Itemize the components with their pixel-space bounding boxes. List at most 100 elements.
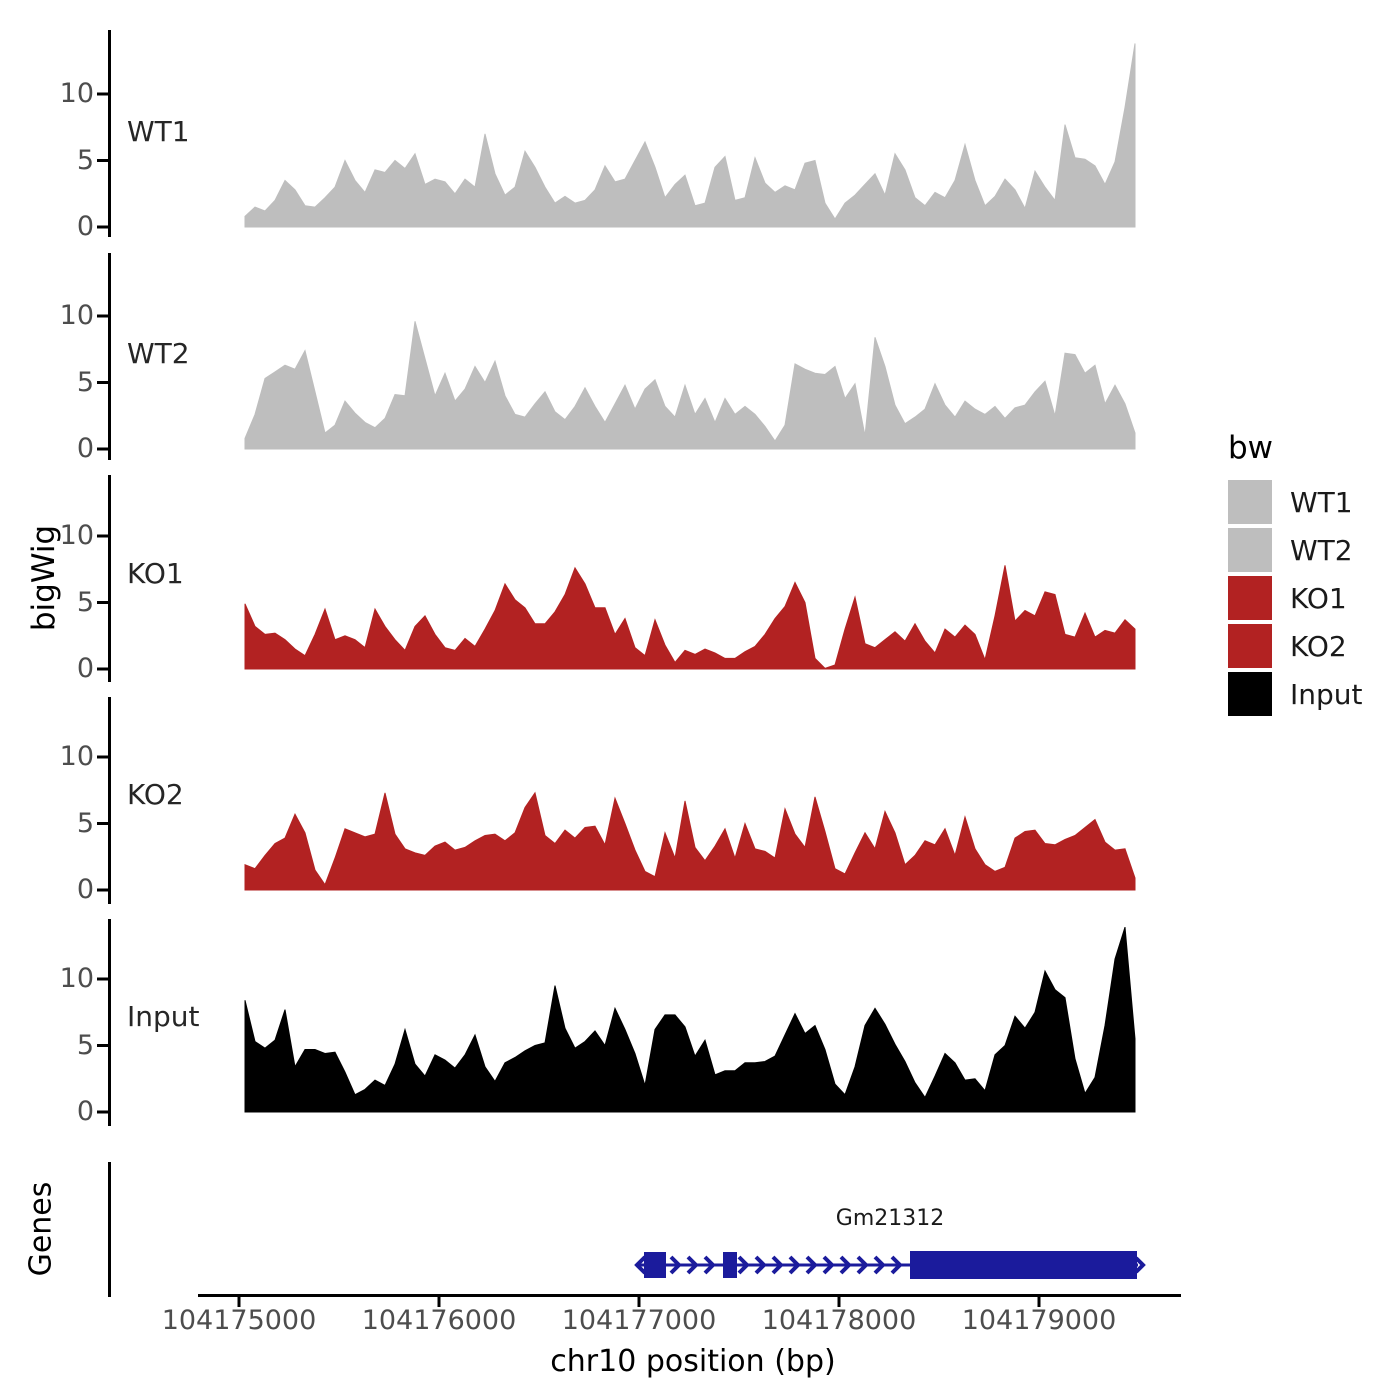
x-tick [437, 1297, 441, 1307]
y-tick-label-input-10: 10 [59, 963, 94, 994]
y-axis-line-input [108, 919, 111, 1126]
y-tick-label-wt2-10: 10 [59, 300, 94, 331]
y-tick [97, 977, 108, 981]
legend-entry-ko2: KO2 [1228, 624, 1363, 668]
legend-entries: WT1 WT2 KO1 KO2 Input [1228, 480, 1363, 716]
y-tick-label-ko1-5: 5 [76, 586, 94, 618]
track-label-input: Input [127, 1000, 200, 1034]
y-tick-label-wt1-5: 5 [76, 144, 94, 176]
gene-right-arrow-icon [1134, 1256, 1146, 1274]
gene-strand-chevron-icon [839, 1255, 852, 1275]
y-tick [97, 1044, 108, 1047]
legend-label-input: Input [1290, 677, 1363, 711]
y-tick [97, 667, 108, 671]
gene-strand-chevron-icon [873, 1255, 886, 1275]
legend: bw WT1 WT2 KO1 KO2 Input [1228, 430, 1363, 720]
legend-label-ko1: KO1 [1290, 581, 1347, 615]
y-axis-line-ko2 [108, 697, 111, 904]
gene-strand-chevron-icon [805, 1255, 818, 1275]
y-axis-line-wt2 [108, 253, 111, 460]
y-tick [97, 888, 108, 892]
y-tick [97, 314, 108, 318]
gene-strand-chevron-icon [686, 1255, 699, 1275]
legend-entry-wt2: WT2 [1228, 528, 1363, 572]
wt1-coverage-area [244, 43, 1136, 228]
legend-swatch-ko2 [1228, 624, 1272, 668]
y-axis-line-ko1 [108, 475, 111, 682]
y-tick-label-wt1-0: 0 [76, 211, 94, 242]
y-tick-label-wt2-5: 5 [76, 366, 94, 398]
y-axis-line-genes [108, 1162, 111, 1297]
x-tick [637, 1297, 641, 1307]
gene-strand-chevron-icon [890, 1255, 903, 1275]
x-tick-label-104178000: 104178000 [761, 1305, 917, 1336]
legend-entry-input: Input [1228, 672, 1363, 716]
y-tick-label-wt2-0: 0 [76, 433, 94, 464]
x-tick [837, 1297, 841, 1307]
y-tick-label-ko2-0: 0 [76, 874, 94, 905]
y-tick [97, 534, 108, 538]
y-tick [97, 447, 108, 451]
y-tick-label-wt1-10: 10 [59, 78, 94, 109]
y-tick [97, 601, 108, 604]
x-tick-label-104179000: 104179000 [961, 1305, 1117, 1336]
y-tick-label-ko1-0: 0 [76, 653, 94, 684]
gene-exon-box-1 [644, 1252, 666, 1278]
x-tick [1037, 1297, 1041, 1307]
ko2-coverage-area [244, 791, 1136, 891]
legend-label-ko2: KO2 [1290, 629, 1347, 663]
wt2-coverage-area [244, 321, 1136, 450]
legend-label-wt1: WT1 [1290, 485, 1353, 519]
legend-swatch-input [1228, 672, 1272, 716]
x-axis-title: chr10 position (bp) [550, 1344, 836, 1379]
track-label-wt1: WT1 [127, 115, 190, 149]
x-tick-label-104176000: 104176000 [361, 1305, 517, 1336]
gene-exon-box-2 [723, 1252, 737, 1278]
y-tick [97, 381, 108, 384]
legend-swatch-ko1 [1228, 576, 1272, 620]
gene-strand-chevron-icon [737, 1255, 750, 1275]
y-tick-label-ko2-10: 10 [59, 741, 94, 772]
y-tick-label-input-5: 5 [76, 1029, 94, 1061]
gene-name-label: Gm21312 [835, 1206, 945, 1231]
ko1-coverage-area [244, 565, 1136, 670]
genes-axis-title: Genes [23, 1181, 59, 1277]
gene-strand-chevron-icon [669, 1255, 682, 1275]
gene-strand-chevron-icon [788, 1255, 801, 1275]
x-tick-label-104175000: 104175000 [161, 1305, 317, 1336]
gene-strand-chevron-icon [703, 1255, 716, 1275]
track-label-wt2: WT2 [127, 337, 190, 371]
gene-strand-chevron-icon [754, 1255, 767, 1275]
track-label-ko1: KO1 [127, 557, 184, 591]
legend-swatch-wt1 [1228, 480, 1272, 524]
legend-label-wt2: WT2 [1290, 533, 1353, 567]
legend-entry-ko1: KO1 [1228, 576, 1363, 620]
y-axis-title: bigWig [26, 524, 62, 632]
y-tick [97, 755, 108, 759]
y-tick-label-ko1-10: 10 [59, 520, 94, 551]
track-label-ko2: KO2 [127, 778, 184, 812]
gene-strand-chevron-icon [771, 1255, 784, 1275]
x-tick-label-104177000: 104177000 [561, 1305, 717, 1336]
x-axis-line [198, 1294, 1181, 1297]
gene-strand-chevron-icon [822, 1255, 835, 1275]
y-tick [97, 225, 108, 229]
gene-left-arrow-icon [634, 1255, 647, 1275]
y-tick [97, 159, 108, 162]
y-axis-line-wt1 [108, 30, 111, 237]
y-tick [97, 1110, 108, 1114]
gene-intron-line [636, 1263, 1138, 1267]
legend-entry-wt1: WT1 [1228, 480, 1363, 524]
y-tick-label-ko2-5: 5 [76, 807, 94, 839]
x-tick [237, 1297, 241, 1307]
legend-title: bw [1228, 430, 1274, 466]
y-tick [97, 92, 108, 96]
input-coverage-area [244, 926, 1136, 1113]
gene-strand-chevron-icon [856, 1255, 869, 1275]
gene-thick-exon-box [910, 1251, 1137, 1279]
y-tick [97, 822, 108, 825]
y-tick-label-input-0: 0 [76, 1096, 94, 1127]
legend-swatch-wt2 [1228, 528, 1272, 572]
